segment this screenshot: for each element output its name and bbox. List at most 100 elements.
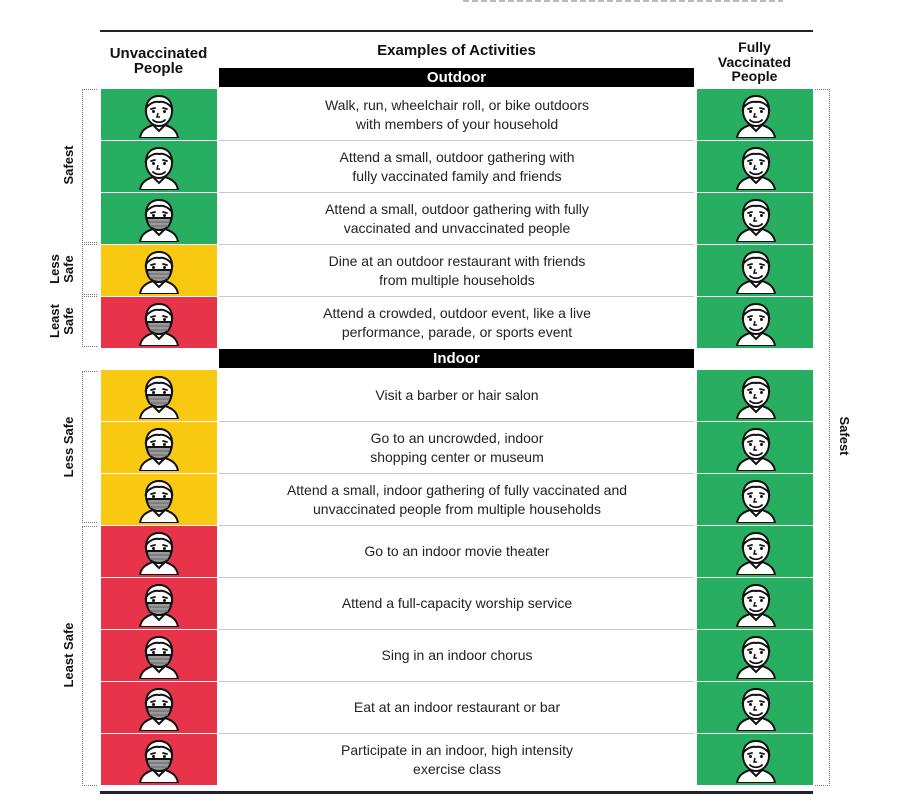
activity-text: Attend a small, indoor gathering of full… xyxy=(287,481,627,519)
header-unvaccinated-line1: Unvaccinated xyxy=(101,46,216,61)
activity-text: Walk, run, wheelchair roll, or bike outd… xyxy=(325,96,589,134)
unvaccinated-risk-cell xyxy=(101,682,217,733)
activity-cell: Attend a small, outdoor gathering with f… xyxy=(219,193,695,244)
activity-cell: Attend a small, outdoor gathering with f… xyxy=(219,141,695,192)
smiling-face-icon xyxy=(732,685,780,731)
unvaccinated-risk-cell xyxy=(101,578,217,629)
smiling-face-icon xyxy=(732,633,780,679)
activity-text: Attend a crowded, outdoor event, like a … xyxy=(323,304,591,342)
unvaccinated-risk-cell xyxy=(101,245,217,296)
activity-text: Participate in an indoor, high intensity… xyxy=(341,741,573,779)
label-outdoor-least-safe-line2: Safe xyxy=(62,291,76,351)
label-indoor-least-safe: Least Safe xyxy=(62,605,76,705)
top-dashed-line xyxy=(463,0,783,2)
header-vaccinated: Fully Vaccinated People xyxy=(697,40,812,84)
table-row: Attend a crowded, outdoor event, like a … xyxy=(101,297,813,348)
unvaccinated-risk-cell xyxy=(101,193,217,244)
masked-face-icon xyxy=(135,737,183,783)
activity-text: Go to an indoor movie theater xyxy=(364,542,549,561)
label-indoor-less-safe: Less Safe xyxy=(62,397,76,497)
activity-cell: Eat at an indoor restaurant or bar xyxy=(219,682,695,733)
masked-face-icon xyxy=(135,529,183,575)
label-outdoor-least-safe: Least Safe xyxy=(48,291,76,351)
table-bottom-rule xyxy=(100,791,813,794)
vaccinated-risk-cell xyxy=(697,734,813,785)
table-row: Visit a barber or hair salon xyxy=(101,370,813,421)
vaccinated-risk-cell xyxy=(697,630,813,681)
header-activities: Examples of Activities xyxy=(219,44,694,58)
smiling-face-icon xyxy=(732,144,780,190)
smiling-face-icon xyxy=(135,144,183,190)
table-row: Attend a small, outdoor gathering with f… xyxy=(101,193,813,244)
table-row: Participate in an indoor, high intensity… xyxy=(101,734,813,785)
bracket-indoor-least-safe xyxy=(82,526,97,786)
unvaccinated-risk-cell xyxy=(101,89,217,140)
vaccinated-risk-cell xyxy=(697,682,813,733)
header-unvaccinated-line2: People xyxy=(101,61,216,76)
header-vaccinated-line3: People xyxy=(697,69,812,84)
unvaccinated-risk-cell xyxy=(101,141,217,192)
section-bar-outdoor: Outdoor xyxy=(219,68,694,87)
label-outdoor-least-safe-line1: Least xyxy=(48,291,62,351)
activity-text: Dine at an outdoor restaurant with frien… xyxy=(329,252,586,290)
activity-cell: Go to an uncrowded, indoor shopping cent… xyxy=(219,422,695,473)
table-row: Eat at an indoor restaurant or bar xyxy=(101,682,813,733)
masked-face-icon xyxy=(135,581,183,627)
bracket-outdoor-least-safe xyxy=(82,296,97,347)
label-vaccinated-safest: Safest xyxy=(837,406,851,466)
table-row: Walk, run, wheelchair roll, or bike outd… xyxy=(101,89,813,140)
smiling-face-icon xyxy=(732,373,780,419)
bracket-vaccinated-safest xyxy=(815,89,830,786)
vaccinated-risk-cell xyxy=(697,141,813,192)
unvaccinated-risk-cell xyxy=(101,474,217,525)
vaccinated-risk-cell xyxy=(697,89,813,140)
smiling-face-icon xyxy=(732,737,780,783)
activity-text: Attend a full-capacity worship service xyxy=(342,594,572,613)
label-outdoor-less-safe: Less Safe xyxy=(48,239,76,299)
masked-face-icon xyxy=(135,685,183,731)
smiling-face-icon xyxy=(732,92,780,138)
activity-text: Eat at an indoor restaurant or bar xyxy=(354,698,560,717)
vaccinated-risk-cell xyxy=(697,578,813,629)
smiling-face-icon xyxy=(732,529,780,575)
label-outdoor-safest: Safest xyxy=(62,135,76,195)
activity-cell: Attend a crowded, outdoor event, like a … xyxy=(219,297,695,348)
unvaccinated-risk-cell xyxy=(101,526,217,577)
activity-cell: Go to an indoor movie theater xyxy=(219,526,695,577)
table-row: Sing in an indoor chorus xyxy=(101,630,813,681)
bracket-indoor-less-safe xyxy=(82,371,97,523)
header-vaccinated-line2: Vaccinated xyxy=(697,55,812,70)
smiling-face-icon xyxy=(732,581,780,627)
header-vaccinated-line1: Fully xyxy=(697,40,812,55)
activity-cell: Attend a small, indoor gathering of full… xyxy=(219,474,695,525)
table-row: Go to an indoor movie theater xyxy=(101,526,813,577)
vaccinated-risk-cell xyxy=(697,370,813,421)
unvaccinated-risk-cell xyxy=(101,297,217,348)
table-row: Attend a small, indoor gathering of full… xyxy=(101,474,813,525)
unvaccinated-risk-cell xyxy=(101,734,217,785)
table-top-rule xyxy=(100,30,813,32)
table-row: Attend a small, outdoor gathering with f… xyxy=(101,141,813,192)
activity-cell: Attend a full-capacity worship service xyxy=(219,578,695,629)
activity-text: Attend a small, outdoor gathering with f… xyxy=(339,148,574,186)
activity-cell: Participate in an indoor, high intensity… xyxy=(219,734,695,785)
masked-face-icon xyxy=(135,477,183,523)
smiling-face-icon xyxy=(135,92,183,138)
masked-face-icon xyxy=(135,373,183,419)
activity-text: Attend a small, outdoor gathering with f… xyxy=(325,200,589,238)
unvaccinated-risk-cell xyxy=(101,422,217,473)
bracket-outdoor-safest xyxy=(82,89,97,243)
table-row: Dine at an outdoor restaurant with frien… xyxy=(101,245,813,296)
smiling-face-icon xyxy=(732,248,780,294)
masked-face-icon xyxy=(135,248,183,294)
activity-cell: Dine at an outdoor restaurant with frien… xyxy=(219,245,695,296)
table-row: Go to an uncrowded, indoor shopping cent… xyxy=(101,422,813,473)
activity-cell: Visit a barber or hair salon xyxy=(219,370,695,421)
activity-cell: Walk, run, wheelchair roll, or bike outd… xyxy=(219,89,695,140)
smiling-face-icon xyxy=(732,196,780,242)
bracket-outdoor-less-safe xyxy=(82,244,97,295)
masked-face-icon xyxy=(135,300,183,346)
smiling-face-icon xyxy=(732,477,780,523)
smiling-face-icon xyxy=(732,425,780,471)
vaccinated-risk-cell xyxy=(697,422,813,473)
